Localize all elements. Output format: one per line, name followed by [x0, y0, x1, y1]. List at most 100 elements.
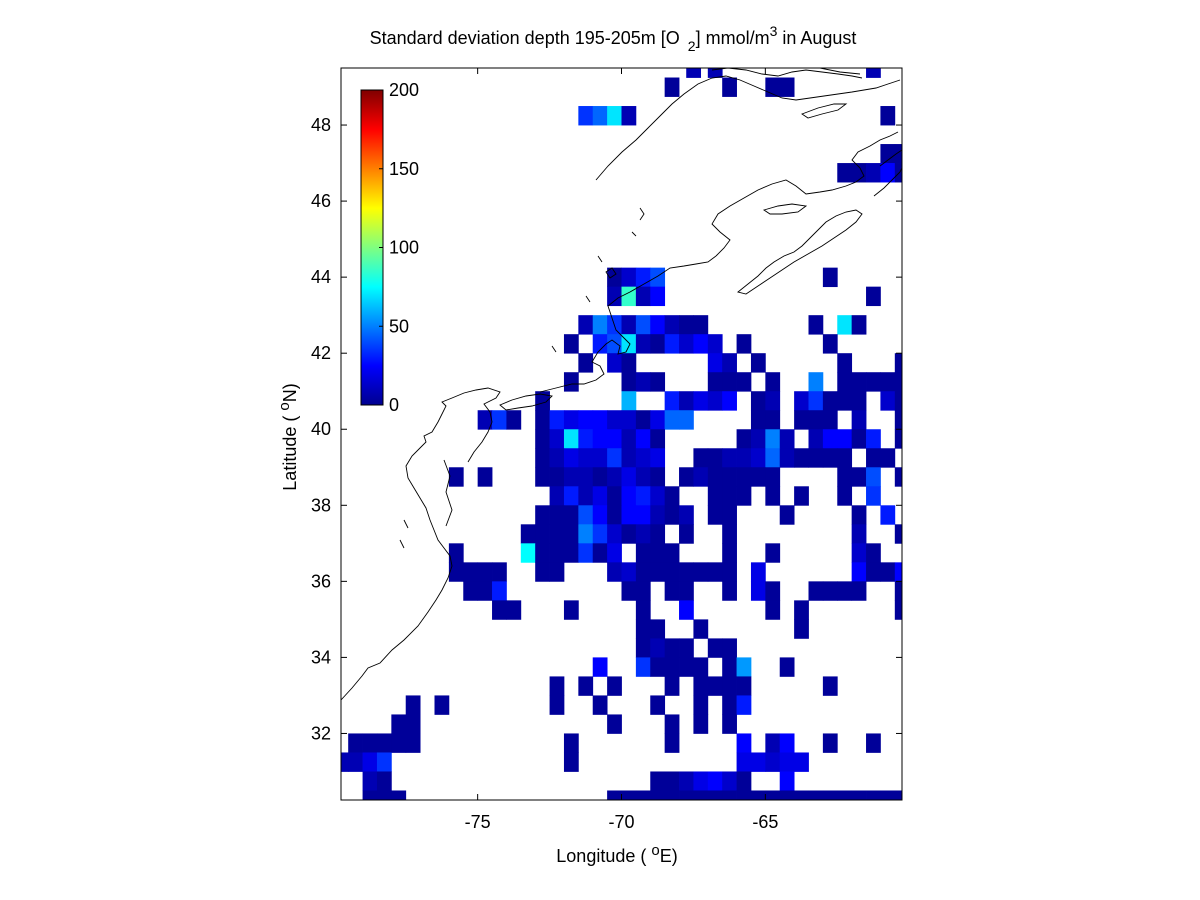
heatmap-cell [679, 790, 694, 800]
heatmap-cell [607, 353, 622, 373]
heatmap-cell [736, 372, 752, 392]
heatmap-cell [563, 467, 579, 487]
heatmap-cell [808, 315, 824, 335]
heatmap-cell [794, 410, 809, 430]
heatmap-cell [794, 752, 809, 772]
heatmap-cell [693, 467, 709, 487]
x-tick-label: -75 [465, 812, 491, 832]
heatmap-cell [405, 695, 421, 715]
coastline-gulf-of-maine [711, 131, 899, 257]
heatmap-cell [405, 714, 421, 734]
heatmap-cell [866, 372, 881, 392]
heatmap-cell [765, 372, 781, 392]
heatmap-cell [707, 353, 723, 373]
heatmap-cell [664, 505, 680, 525]
heatmap-cell [794, 790, 809, 800]
heatmap-cell [722, 353, 737, 373]
heatmap-cell [607, 676, 622, 696]
heatmap-cell [621, 486, 637, 506]
heatmap-cell [679, 657, 694, 677]
heatmap-cell [894, 410, 902, 430]
heatmap-cell [750, 410, 766, 430]
y-tick-label: 48 [311, 115, 331, 135]
heatmap-cell [722, 695, 737, 715]
heatmap-cell [650, 638, 666, 658]
x-axis: -75 -70 -65 [465, 68, 778, 832]
heatmap-cell [794, 486, 809, 506]
y-tick-label: 44 [311, 267, 331, 287]
heatmap-cell [722, 524, 737, 544]
heatmap-cell [808, 372, 824, 392]
heatmap-cell [707, 334, 723, 354]
heatmap-cell [563, 448, 579, 468]
heatmap-cell [707, 771, 723, 791]
heatmap-cell [535, 467, 550, 487]
heatmap-cell [837, 353, 853, 373]
heatmap-cell [894, 562, 902, 582]
heatmap-cell [578, 106, 594, 126]
coastline-chesapeake [443, 459, 453, 527]
heatmap-cell [592, 334, 608, 354]
heatmap-cell [707, 486, 723, 506]
heatmap-cell [679, 391, 694, 411]
heatmap-cell [837, 315, 853, 335]
heatmap-cell [722, 391, 737, 411]
heatmap-cell [535, 524, 550, 544]
y-tick-label: 46 [311, 191, 331, 211]
heatmap-cell [592, 106, 608, 126]
heatmap-cell [722, 657, 737, 677]
heatmap-cell [736, 771, 752, 791]
heatmap-cell [707, 676, 723, 696]
heatmap-cell [779, 733, 795, 753]
y-tick-label: 36 [311, 571, 331, 591]
heatmap-cell [549, 486, 565, 506]
y-axis: 32 34 36 38 40 42 44 46 48 [311, 115, 902, 743]
heatmap-cell [592, 505, 608, 525]
heatmap-cell [592, 486, 608, 506]
heatmap-cell [736, 657, 752, 677]
heatmap-cell [679, 638, 694, 658]
heatmap-cell [492, 581, 507, 601]
heatmap-cell [722, 372, 737, 392]
heatmap-cell [607, 562, 622, 582]
heatmap-cell [607, 410, 622, 430]
heatmap-cell [894, 163, 902, 183]
heatmap-cell [607, 543, 622, 563]
heatmap-cell [664, 581, 680, 601]
heatmap-cell [621, 467, 637, 487]
heatmap-cell [549, 676, 565, 696]
heatmap-cell [664, 790, 680, 800]
heatmap-cell [578, 676, 594, 696]
heatmap-cell [607, 286, 622, 307]
heatmap-cell [722, 638, 737, 658]
heatmap-cell [851, 315, 867, 335]
heatmap-cell [851, 505, 867, 525]
heatmap-cell [549, 448, 565, 468]
heatmap-cell [707, 68, 723, 78]
heatmap-cell [837, 467, 853, 487]
heatmap-cell [448, 467, 464, 487]
heatmap-cell [650, 505, 666, 525]
heatmap-cell [650, 334, 666, 354]
chart-title: Standard deviation depth 195-205m [O 2] m… [370, 23, 857, 54]
heatmap-cell [549, 562, 565, 582]
y-tick-label: 40 [311, 419, 331, 439]
heatmap-cell [592, 543, 608, 563]
heatmap-cell [750, 562, 766, 582]
heatmap-cell [376, 752, 392, 772]
heatmap-cell [549, 505, 565, 525]
coastline-st-lawrence-north [711, 68, 863, 79]
heatmap-cell [707, 638, 723, 658]
heatmap-cell [607, 267, 622, 288]
heatmap-cell [434, 695, 450, 715]
heatmap-cell [894, 790, 902, 800]
heatmap-cell [635, 467, 651, 487]
heatmap-cell [506, 600, 522, 620]
x-tick-label: -65 [752, 812, 778, 832]
xlabel-degree: o [651, 842, 659, 859]
heatmap-cell [592, 429, 608, 449]
heatmap-cell [722, 771, 737, 791]
heatmap-cell [765, 733, 781, 753]
heatmap-cell [592, 448, 608, 468]
heatmap-cell [679, 600, 694, 620]
